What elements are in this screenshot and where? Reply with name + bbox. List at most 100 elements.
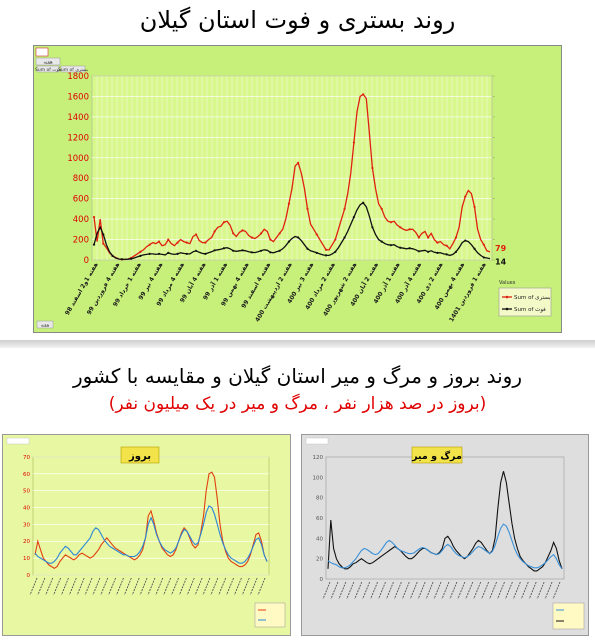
x-tick-mark [393,581,402,600]
data-point [259,232,263,235]
x-tick-mark [362,581,371,600]
data-point [176,252,179,255]
series-line [34,471,268,569]
x-tick-mark [497,581,505,600]
y-tick-label: 70 [23,455,30,461]
toolbar-icon [35,47,49,57]
data-point [352,215,355,219]
data-point [464,195,467,198]
data-point [427,250,430,253]
data-point [324,254,328,257]
data-point [362,93,365,96]
x-tick-mark [481,581,490,600]
data-point [334,238,337,241]
data-point [315,233,318,236]
y-tick-label: 1200 [67,133,89,143]
mortality-chart-svg: 0 20 40 60 80 100 120 مرگ و میر [305,437,585,630]
x-tick-mark [441,581,450,600]
data-point [102,233,105,236]
x-tick-mark [473,581,482,600]
x-tick-mark [249,577,258,596]
y-tick-label: 40 [316,536,323,542]
y-tick-label: 20 [316,557,323,563]
data-point [194,233,198,236]
y-tick-label: 0 [27,573,31,579]
data-point [297,161,300,164]
toolbar-label: هفته [43,60,53,66]
main-title: روند بستری و فوت استان گیلان [139,6,456,34]
data-point [454,250,458,253]
x-tick-mark [512,581,521,600]
x-tick-mark [45,577,54,596]
toolbar-button [36,65,60,73]
x-tick-mark [378,581,386,600]
legend-label: Sum of بستری [514,295,551,301]
data-point [176,241,179,244]
x-tick-mark [155,577,164,596]
x-tick-mark [330,581,339,600]
data-point [362,201,365,204]
y-tick-label: 1000 [67,154,89,164]
data-point [185,252,188,255]
data-point [259,249,263,252]
x-tick-mark [61,577,69,596]
data-point [473,247,476,250]
y-tick-label: 10 [23,556,30,562]
x-tick-mark [401,581,410,600]
data-point [343,236,346,239]
data-point [157,252,161,255]
x-tick-mark [186,577,195,596]
x-tick-mark [233,577,242,596]
series-end-label: 14 [495,258,507,267]
data-point [306,207,309,210]
x-tick-mark [84,577,93,596]
x-tick-mark [171,577,179,596]
chart-title: بروز [128,451,151,462]
y-tick-label: 50 [23,489,30,495]
y-tick-label: 1600 [67,92,89,102]
data-point [454,236,458,239]
data-point [204,252,207,255]
data-point [408,228,411,231]
y-tick-label: 400 [73,215,89,225]
series-line [327,471,563,572]
data-point [427,236,430,239]
data-point [241,249,244,252]
x-tick-mark [489,581,497,600]
x-tick-mark [528,581,537,600]
data-point [232,232,235,235]
data-point [139,254,142,258]
y-tick-label: 80 [316,496,323,502]
y-tick-label: 800 [73,174,89,184]
data-point [287,202,291,205]
toolbar-button [35,57,61,66]
data-point [380,240,383,243]
chart-title-box [411,446,463,464]
chart-title-box [120,446,160,464]
x-tick-mark [504,581,513,600]
x-tick-mark [322,581,331,600]
y-tick-label: 1800 [67,72,89,82]
x-tick-mark [37,577,46,596]
x-tick-mark [425,581,434,600]
x-tick-mark [417,581,426,600]
legend-title: Values [499,280,516,286]
y-tick-label: 200 [73,236,89,246]
x-tick-mark [520,581,529,600]
x-tick-mark [163,577,172,596]
series-line [93,93,491,261]
series-end-label: 79 [495,244,507,253]
x-tick-mark [457,581,466,600]
x-tick-mark [139,577,148,596]
y-tick-label: 30 [23,522,30,528]
y-tick-label: 60 [316,516,323,522]
data-point [482,243,485,246]
data-point [371,166,374,170]
data-point [269,238,272,241]
y-tick-label: 100 [313,475,324,481]
x-tick-mark [544,581,553,600]
x-tick-mark [131,577,140,596]
data-point [278,232,281,235]
toolbar-button [60,65,86,73]
